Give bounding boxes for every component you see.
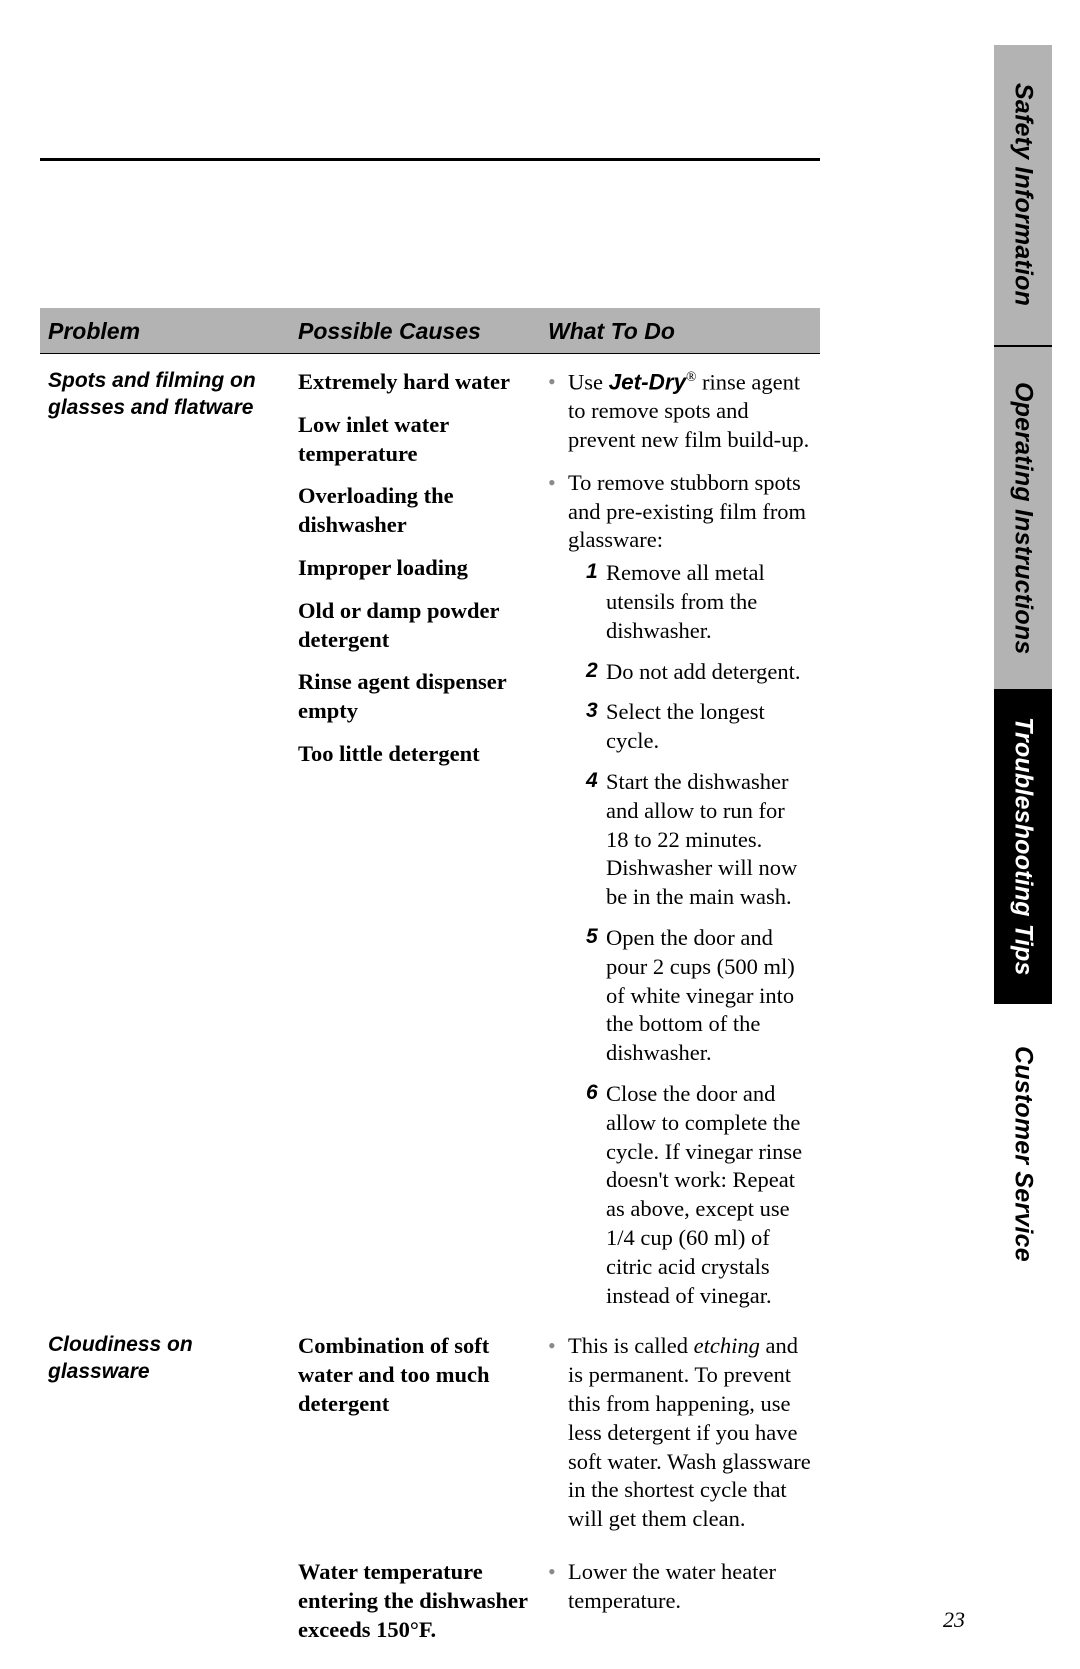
step-item: 6 Close the door and allow to complete th…	[568, 1080, 812, 1310]
todo-text-prefix: Use	[568, 370, 609, 395]
todo-list: Lower the water heater temperature.	[548, 1558, 812, 1616]
step-number: 1	[586, 559, 598, 586]
cause-item: Too little detergent	[298, 740, 532, 769]
cell-problem-empty	[40, 1558, 290, 1658]
todo-item: Use Jet-Dry® rinse agent to remove spots…	[548, 368, 812, 455]
table-row: Spots and filming on glasses and flatwar…	[40, 354, 820, 1324]
page-number: 23	[943, 1607, 965, 1633]
brand-name: Jet-Dry	[609, 370, 687, 395]
cause-item: Improper loading	[298, 554, 532, 583]
header-causes: Possible Causes	[290, 308, 540, 353]
cell-todo: This is called etching and is permanent.…	[540, 1332, 820, 1548]
tab-customer-service: Customer Service	[994, 1004, 1052, 1304]
registered-mark: ®	[686, 369, 696, 384]
cell-problem: Cloudiness on glassware	[40, 1332, 290, 1548]
manual-page: Safety Information Operating Instruction…	[0, 0, 1080, 1669]
step-item: 5 Open the door and pour 2 cups (500 ml) …	[568, 924, 812, 1068]
cell-causes: Combination of soft water and too much d…	[290, 1332, 540, 1548]
cell-todo: Lower the water heater temperature.	[540, 1558, 820, 1658]
step-number: 3	[586, 698, 598, 725]
cell-problem: Spots and filming on glasses and flatwar…	[40, 368, 290, 1324]
step-text: Do not add detergent.	[606, 659, 801, 684]
todo-text: Lower the water heater temperature.	[568, 1559, 776, 1613]
cause-item: Overloading the dishwasher	[298, 482, 532, 540]
step-text: Start the dishwasher and allow to run fo…	[606, 769, 797, 909]
cell-causes: Water temperature entering the dishwashe…	[290, 1558, 540, 1658]
todo-item: To remove stubborn spots and pre-existin…	[548, 469, 812, 1311]
step-text: Open the door and pour 2 cups (500 ml) o…	[606, 925, 795, 1065]
tab-operating-instructions: Operating Instructions	[994, 347, 1052, 689]
cell-todo: Use Jet-Dry® rinse agent to remove spots…	[540, 368, 820, 1324]
step-number: 6	[586, 1080, 598, 1107]
step-item: 1 Remove all metal utensils from the dish…	[568, 559, 812, 645]
cell-causes: Extremely hard water Low inlet water tem…	[290, 368, 540, 1324]
cause-item: Water temperature entering the dishwashe…	[298, 1558, 532, 1644]
step-number: 2	[586, 658, 598, 685]
todo-text-prefix: This is called	[568, 1333, 694, 1358]
header-todo: What To Do	[540, 308, 820, 353]
step-list: 1 Remove all metal utensils from the dish…	[568, 559, 812, 1310]
step-number: 4	[586, 768, 598, 795]
cause-item: Extremely hard water	[298, 368, 532, 397]
cause-item: Low inlet water temperature	[298, 411, 532, 469]
step-text: Select the longest cycle.	[606, 699, 765, 753]
todo-item: Lower the water heater temperature.	[548, 1558, 812, 1616]
step-text: Remove all metal utensils from the dishw…	[606, 560, 765, 643]
problem-text: Cloudiness on glassware	[48, 1332, 282, 1386]
step-number: 5	[586, 924, 598, 951]
todo-text-suffix: and is permanent. To prevent this from h…	[568, 1333, 811, 1531]
todo-text: To remove stubborn spots and pre-existin…	[568, 470, 806, 553]
todo-list: This is called etching and is permanent.…	[548, 1332, 812, 1534]
step-item: 3 Select the longest cycle.	[568, 698, 812, 756]
header-problem: Problem	[40, 308, 290, 353]
top-rule	[40, 158, 820, 161]
cause-item: Rinse agent dispenser empty	[298, 668, 532, 726]
etching-term: etching	[694, 1333, 760, 1358]
tab-troubleshooting-tips: Troubleshooting Tips	[994, 689, 1052, 1004]
cause-item: Combination of soft water and too much d…	[298, 1332, 532, 1418]
step-item: 2 Do not add detergent.	[568, 658, 812, 687]
cause-item: Old or damp powder detergent	[298, 597, 532, 655]
step-text: Close the door and allow to complete the…	[606, 1081, 802, 1308]
tab-safety-information: Safety Information	[994, 45, 1052, 345]
troubleshooting-table: Problem Possible Causes What To Do Spots…	[40, 308, 820, 1658]
table-header-row: Problem Possible Causes What To Do	[40, 308, 820, 354]
todo-list: Use Jet-Dry® rinse agent to remove spots…	[548, 368, 812, 1310]
table-row: Cloudiness on glassware Combination of s…	[40, 1324, 820, 1548]
todo-item: This is called etching and is permanent.…	[548, 1332, 812, 1534]
problem-text: Spots and filming on glasses and flatwar…	[48, 368, 282, 422]
table-row: Water temperature entering the dishwashe…	[40, 1548, 820, 1658]
side-tabs: Safety Information Operating Instruction…	[994, 45, 1052, 1545]
step-item: 4 Start the dishwasher and allow to run f…	[568, 768, 812, 912]
